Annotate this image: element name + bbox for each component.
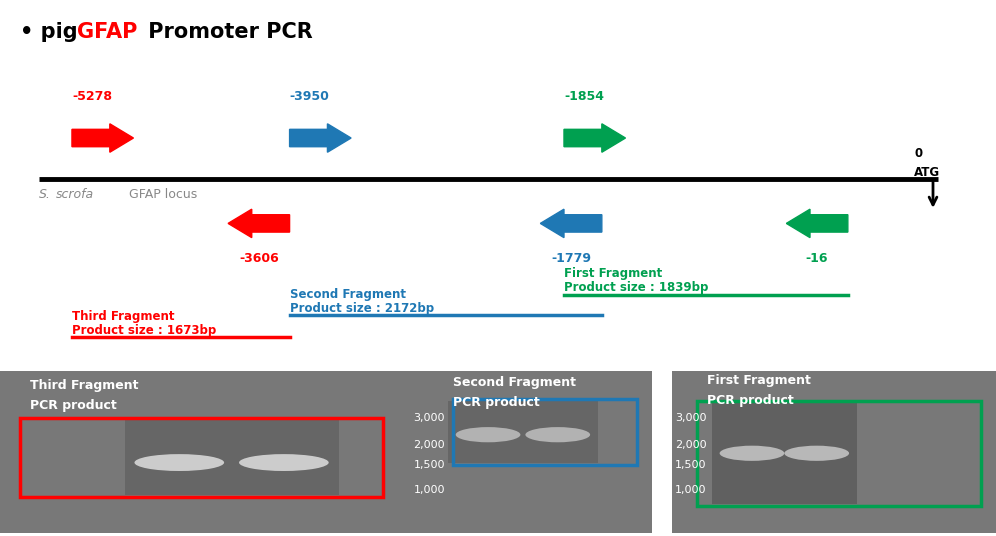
Text: 1,000: 1,000 <box>413 486 445 495</box>
FancyArrow shape <box>72 124 133 152</box>
Text: PCR product: PCR product <box>707 394 794 407</box>
Bar <box>672 370 996 533</box>
Bar <box>712 403 792 504</box>
Text: 2,000: 2,000 <box>413 440 445 450</box>
FancyArrow shape <box>228 209 290 237</box>
Text: 1,500: 1,500 <box>675 460 707 470</box>
Ellipse shape <box>526 427 590 442</box>
Bar <box>697 401 981 505</box>
Text: S.: S. <box>39 189 51 202</box>
Text: -16: -16 <box>806 252 829 265</box>
Text: -1779: -1779 <box>551 252 591 265</box>
Bar <box>20 418 383 497</box>
Text: 3,000: 3,000 <box>675 413 707 423</box>
Bar <box>518 401 598 464</box>
Text: PCR product: PCR product <box>453 396 540 409</box>
Text: Second Fragment: Second Fragment <box>290 288 405 301</box>
Text: First Fragment: First Fragment <box>707 374 811 387</box>
Text: Product size : 1839bp: Product size : 1839bp <box>564 281 708 294</box>
Bar <box>124 420 234 495</box>
Ellipse shape <box>455 427 521 442</box>
Ellipse shape <box>719 445 785 461</box>
Text: Second Fragment: Second Fragment <box>453 376 576 389</box>
Text: 3,000: 3,000 <box>413 413 445 423</box>
FancyArrow shape <box>564 124 625 152</box>
Text: 1,500: 1,500 <box>413 460 445 470</box>
Ellipse shape <box>239 454 329 471</box>
Ellipse shape <box>785 445 849 461</box>
Text: Third Fragment: Third Fragment <box>72 310 174 323</box>
Bar <box>229 420 339 495</box>
Text: • pig: • pig <box>20 23 78 42</box>
Bar <box>448 401 528 464</box>
Bar <box>0 370 652 533</box>
Text: ATG: ATG <box>914 166 940 179</box>
Text: Product size : 1673bp: Product size : 1673bp <box>72 324 216 337</box>
Ellipse shape <box>134 454 224 471</box>
Text: GFAP locus: GFAP locus <box>128 189 197 202</box>
Text: -5278: -5278 <box>72 90 112 103</box>
FancyArrow shape <box>290 124 351 152</box>
Text: -3950: -3950 <box>290 90 330 103</box>
Text: First Fragment: First Fragment <box>564 267 662 280</box>
Text: -3606: -3606 <box>239 252 279 265</box>
Text: GFAP: GFAP <box>77 23 137 42</box>
Text: 1,000: 1,000 <box>675 486 707 495</box>
Bar <box>453 399 637 465</box>
Text: Third Fragment: Third Fragment <box>30 379 138 392</box>
Text: PCR product: PCR product <box>30 399 117 413</box>
Text: Product size : 2172bp: Product size : 2172bp <box>290 302 433 315</box>
Text: 0: 0 <box>914 147 922 160</box>
Bar <box>777 403 857 504</box>
FancyArrow shape <box>787 209 848 237</box>
Text: 2,000: 2,000 <box>675 440 707 450</box>
Text: scrofa: scrofa <box>56 189 94 202</box>
Text: -1854: -1854 <box>564 90 604 103</box>
FancyArrow shape <box>540 209 602 237</box>
Text: Promoter PCR: Promoter PCR <box>141 23 313 42</box>
